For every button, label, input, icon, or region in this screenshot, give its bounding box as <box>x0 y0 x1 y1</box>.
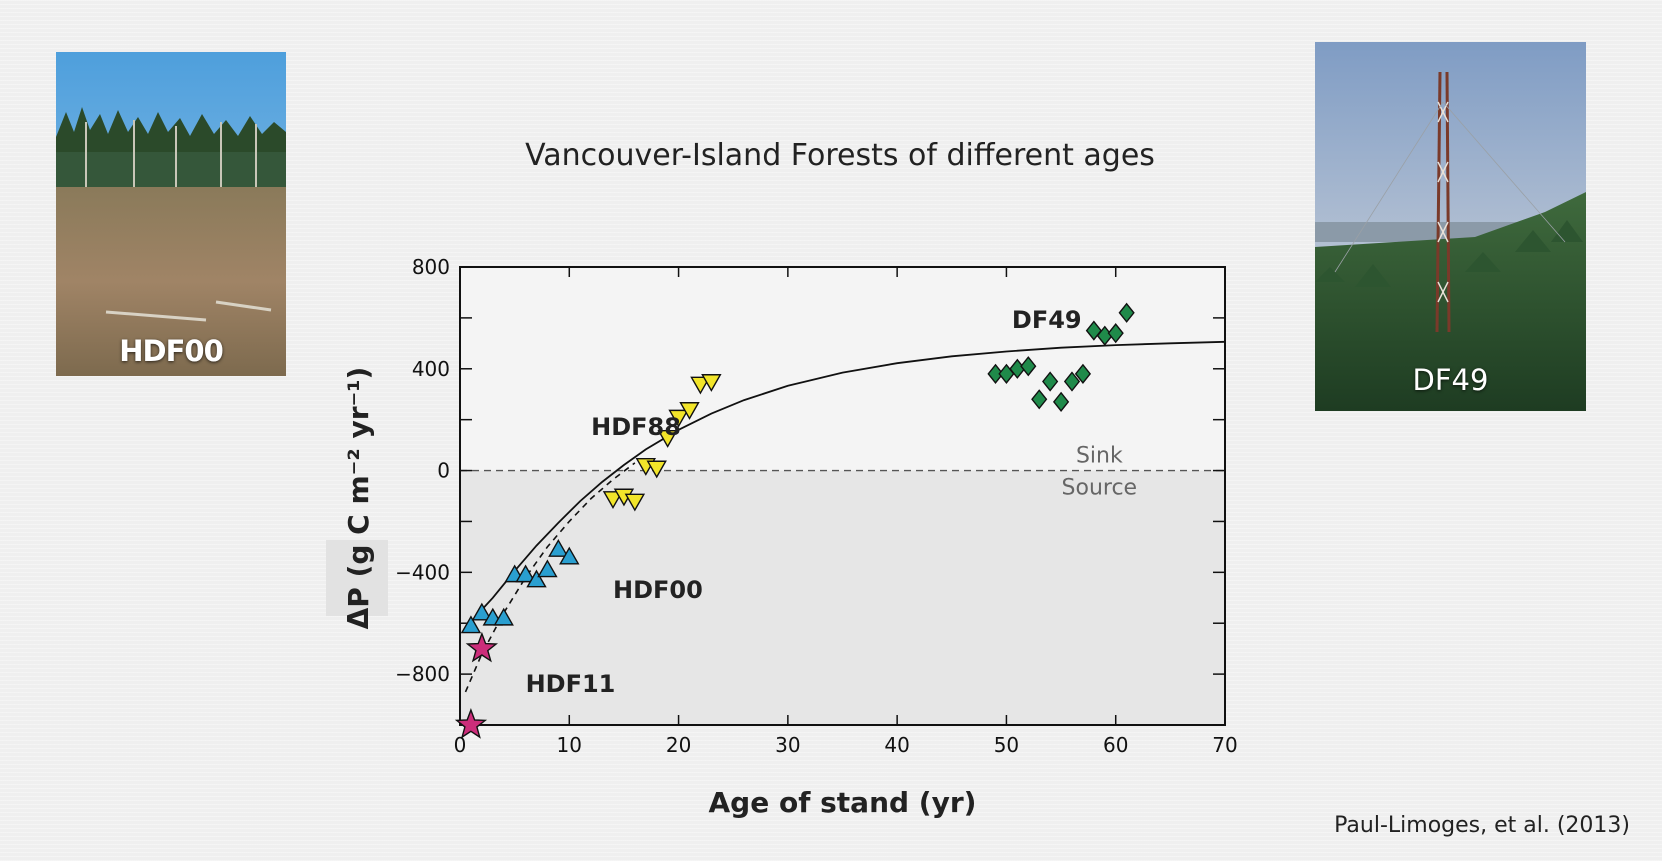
plot-area: 0 10 20 30 40 50 60 70 800 400 0 −400 −800 Age of sta… <box>326 255 1238 819</box>
y-axis-title-symbol: ΔP <box>342 577 375 629</box>
y-label-highlight <box>326 540 388 616</box>
photo-label-hdf00: HDF00 <box>119 334 224 368</box>
marker-hdf88 <box>701 374 722 392</box>
marker-df49 <box>1042 371 1059 392</box>
y-tick-label: 400 <box>412 357 450 381</box>
y-tick-label: 0 <box>437 459 450 483</box>
y-axis-title: ΔP (g C m⁻² yr⁻¹) <box>342 367 375 630</box>
annotation-hdf88: HDF88 <box>591 413 681 441</box>
chart-title: Vancouver-Island Forests of different ag… <box>525 138 1155 173</box>
clearcut-photo-image <box>56 52 286 376</box>
marker-df49 <box>1085 320 1102 341</box>
photo-df49: DF49 <box>1315 42 1586 411</box>
y-axis-title-units: (g C m⁻² yr⁻¹) <box>342 367 375 578</box>
marker-hdf88 <box>624 493 646 512</box>
annotation-hdf11: HDF11 <box>526 670 616 698</box>
marker-hdf00 <box>471 602 493 621</box>
y-tick-label: −800 <box>395 662 450 686</box>
marker-hdf88 <box>679 402 700 420</box>
x-axis-title: Age of stand (yr) <box>709 786 977 819</box>
citation: Paul-Limoges, et al. (2013) <box>1334 813 1630 838</box>
x-tick-label: 70 <box>1212 733 1237 757</box>
marker-hdf11 <box>454 708 488 739</box>
marker-hdf00 <box>559 546 580 565</box>
photo-label-df49: DF49 <box>1412 363 1489 397</box>
marker-hdf00 <box>548 539 569 557</box>
marker-hdf11 <box>465 631 499 663</box>
marker-df49 <box>1074 363 1092 384</box>
marker-df49 <box>1052 391 1070 412</box>
source-label: Source <box>1062 476 1138 501</box>
x-tick-label: 60 <box>1103 733 1128 757</box>
x-tick-label: 0 <box>454 733 467 757</box>
marker-hdf88 <box>668 409 689 428</box>
tower-photo-image <box>1315 42 1586 411</box>
marker-hdf00 <box>515 564 536 583</box>
fit-curve-dashed <box>464 462 636 693</box>
plot-frame <box>459 266 1226 726</box>
marker-df49 <box>1031 389 1048 410</box>
marker-df49 <box>1063 371 1081 392</box>
marker-df49 <box>1107 323 1124 344</box>
marker-hdf88 <box>602 491 624 509</box>
marker-hdf88 <box>646 460 667 479</box>
x-tick-label: 20 <box>666 733 691 757</box>
marker-df49 <box>987 363 1004 384</box>
marker-hdf00 <box>537 559 558 578</box>
marker-hdf88 <box>690 376 711 395</box>
x-tick-label: 50 <box>994 733 1019 757</box>
y-tick-label: −400 <box>395 560 450 584</box>
marker-hdf00 <box>526 569 547 588</box>
fit-curve-solid <box>475 340 1226 617</box>
source-region <box>460 470 1225 725</box>
photo-hdf00: HDF00 <box>56 52 286 376</box>
y-tick-label: 800 <box>412 255 450 279</box>
annotation-df49: DF49 <box>1012 306 1082 334</box>
x-tick-label: 40 <box>884 733 909 757</box>
x-tick-label: 10 <box>557 733 582 757</box>
sink-label: Sink <box>1076 444 1123 469</box>
marker-hdf00 <box>460 615 482 634</box>
marker-df49 <box>1020 356 1037 377</box>
marker-df49 <box>1118 302 1135 323</box>
marker-hdf88 <box>657 430 678 448</box>
annotation-hdf00: HDF00 <box>613 576 703 604</box>
marker-hdf00 <box>493 607 514 626</box>
x-tick-label: 30 <box>775 733 800 757</box>
